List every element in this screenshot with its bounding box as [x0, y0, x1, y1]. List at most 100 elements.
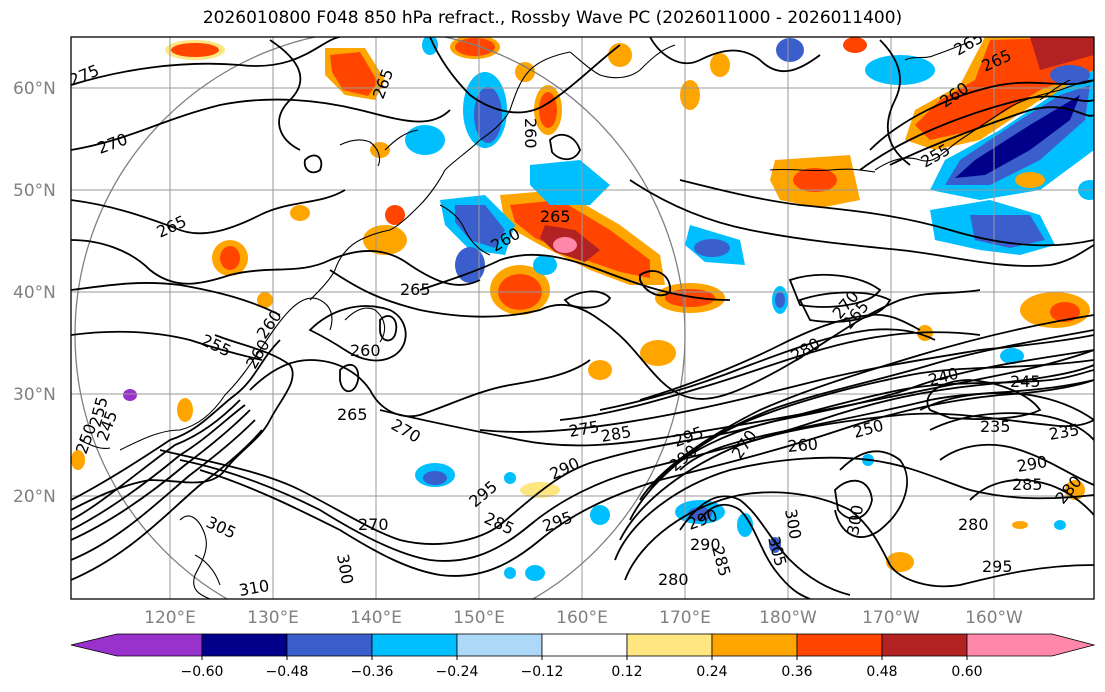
anomaly-patch [1050, 65, 1090, 85]
lat-label: 40°N [13, 283, 56, 303]
coastline [194, 554, 221, 586]
contour-label: 280 [658, 570, 689, 589]
anomaly-patch [504, 567, 516, 579]
anomaly-patch [1030, 37, 1094, 70]
contour-line [859, 95, 1094, 171]
anomaly-patch [955, 95, 1080, 178]
colorbar-segment [201, 633, 288, 657]
anomaly-patch [1000, 348, 1024, 364]
colorbar-tick-label: 0.24 [696, 664, 727, 680]
anomaly-patch [363, 225, 407, 255]
anomaly-patch [171, 43, 219, 57]
anomaly-patch [865, 55, 935, 85]
colorbar-segment [626, 633, 713, 657]
anomaly-patch [220, 246, 240, 270]
contour-label: 265 [540, 207, 571, 226]
contour-line [303, 154, 323, 174]
anomaly-patch [290, 205, 310, 221]
contour-label: 260 [521, 118, 540, 149]
anomaly-patch [694, 239, 730, 257]
contour-line [71, 239, 481, 286]
anomaly-patch [775, 292, 785, 308]
anomaly-patch [504, 472, 516, 484]
contour-label: 270 [358, 515, 389, 534]
colorbar-tick-label: 0.12 [611, 664, 642, 680]
lon-label: 160°W [965, 608, 1023, 628]
contour-line [798, 291, 892, 323]
anomaly-patch [665, 289, 715, 307]
colorbar-segment [70, 633, 203, 657]
contour-line [479, 334, 1094, 433]
lat-label: 30°N [13, 385, 56, 405]
contour-line [71, 98, 451, 151]
contour-line [614, 456, 1094, 561]
colorbar-tick-label: −0.60 [181, 664, 224, 680]
colorbar-segment [881, 633, 968, 657]
anomaly-patch [422, 37, 438, 55]
coastline [904, 41, 971, 61]
anomaly-patch [640, 340, 676, 366]
contour-line [419, 253, 731, 301]
coastline [444, 51, 571, 171]
contour-line [71, 419, 256, 561]
anomaly-patch [588, 360, 612, 380]
contour-line [308, 305, 407, 362]
coastline [874, 79, 1094, 171]
contour-line [659, 349, 1094, 481]
anomaly-patch [530, 160, 610, 205]
colorbar-segment [796, 633, 883, 657]
map-frame [70, 36, 1095, 600]
anomaly-patch [1012, 521, 1028, 529]
contour-line [929, 412, 1094, 441]
contour-line [71, 334, 294, 511]
colorbar-tick-label: −0.48 [266, 664, 309, 680]
coastline [339, 139, 381, 167]
anomaly-patch [843, 37, 867, 53]
anomaly-patch [177, 398, 193, 422]
colorbar-tick-label: −0.24 [436, 664, 479, 680]
contour-line [159, 369, 1094, 545]
contour-labels: 275 270 265 265 260 255 260 260 265 255 … [71, 37, 1086, 599]
coastline [569, 44, 676, 79]
contour-line [939, 443, 1094, 486]
contour-line [249, 359, 591, 418]
lat-label: 50°N [13, 181, 56, 201]
contour-line [969, 479, 1094, 516]
contour-line [71, 429, 263, 581]
coastline [439, 204, 491, 256]
anomaly-patch [608, 43, 632, 67]
contour-line [71, 37, 341, 86]
anomaly-patch [710, 53, 730, 77]
anomaly-patch [405, 125, 445, 155]
contour-line [629, 179, 1094, 267]
anomaly-patch [1015, 172, 1045, 188]
coastlines [79, 41, 1094, 599]
anomaly-patch [455, 247, 485, 283]
contour-label: 260 [787, 434, 819, 456]
anomaly-patch [520, 482, 560, 498]
graticule [71, 37, 1094, 599]
contour-line [834, 479, 873, 520]
anomaly-patch [423, 471, 447, 485]
anomaly-patch [553, 237, 577, 253]
lon-label: 160°E [556, 608, 608, 628]
coastline [119, 297, 333, 451]
contour-label: 235 [980, 417, 1011, 436]
contour-line [649, 37, 821, 72]
lon-label: 150°E [453, 608, 505, 628]
colorbar-tick-label: 0.48 [866, 664, 897, 680]
anomaly-patch [886, 552, 914, 572]
contour-label: 285 [1012, 475, 1043, 494]
contour-line [199, 379, 1094, 577]
contour-label: 245 [1010, 372, 1041, 391]
contour-line [71, 282, 281, 316]
lon-label: 170°W [862, 608, 920, 628]
lon-label: 180°W [759, 608, 817, 628]
anomaly-patch [71, 450, 85, 470]
contour-line [788, 273, 882, 308]
coastline [1039, 79, 1071, 101]
contour-line [624, 491, 1094, 588]
contour-label: 280 [958, 515, 989, 534]
contour-line [639, 314, 1094, 501]
